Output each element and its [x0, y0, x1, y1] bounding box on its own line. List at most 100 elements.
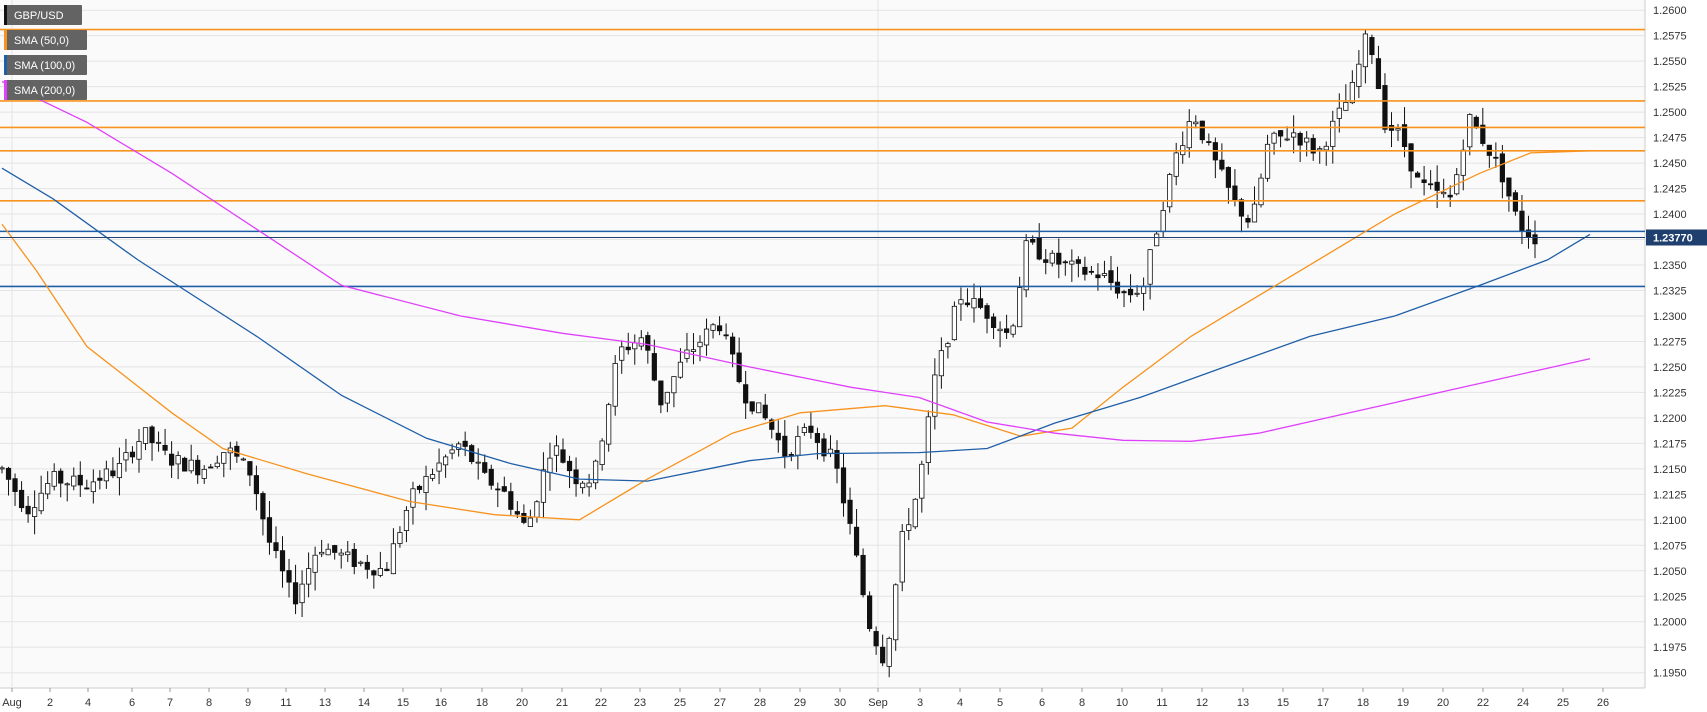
candle-body	[834, 450, 840, 469]
candle-body	[1356, 63, 1362, 87]
candle	[129, 446, 136, 464]
candle-body	[1036, 237, 1042, 260]
candle	[332, 544, 338, 560]
candle-body	[919, 463, 925, 499]
candle-body	[1101, 273, 1108, 276]
candle-body	[234, 445, 240, 457]
candle	[658, 380, 664, 414]
x-tick-label: 17	[1317, 697, 1329, 709]
candle-body	[912, 498, 918, 528]
x-tick-label: 7	[167, 697, 173, 709]
candle-body	[1206, 141, 1212, 143]
legend-swatch	[4, 5, 7, 25]
candle	[5, 466, 12, 496]
candle	[260, 491, 266, 536]
candle-body	[1512, 192, 1519, 212]
legend-text: SMA (200,0)	[14, 85, 75, 97]
x-tick-label: 5	[997, 697, 1003, 709]
candle-body	[364, 561, 370, 570]
candle-body	[286, 570, 292, 583]
candle-body	[814, 432, 821, 443]
candle	[586, 473, 592, 497]
candle-body	[599, 440, 605, 465]
candle	[416, 484, 423, 494]
candle-body	[1428, 183, 1434, 186]
candle	[488, 464, 494, 490]
x-tick-label: 11	[280, 697, 291, 709]
candle-body	[853, 526, 860, 556]
candle-body	[1480, 124, 1486, 144]
sma-line-1	[1, 167, 1591, 482]
candle	[162, 428, 168, 456]
candle-body	[305, 568, 312, 585]
candle	[1049, 250, 1055, 267]
candle-body	[338, 552, 344, 556]
x-tick-label: 4	[85, 697, 91, 709]
candle	[45, 471, 51, 500]
candle-body	[808, 425, 814, 433]
candle-body	[149, 426, 155, 444]
candle-body	[1297, 133, 1303, 146]
candle-body	[1056, 252, 1062, 265]
candle-body	[1186, 121, 1192, 149]
candle-body	[619, 346, 625, 361]
candle-body	[1473, 116, 1479, 129]
candle	[25, 496, 31, 523]
candle	[58, 468, 64, 498]
candle-body	[1023, 240, 1029, 291]
candle-body	[1075, 259, 1081, 264]
candle	[97, 470, 103, 490]
candle	[1004, 314, 1010, 339]
candle-body	[1147, 249, 1153, 285]
x-tick-label: 20	[1437, 697, 1449, 709]
legend-text: GBP/USD	[14, 10, 64, 22]
candle-body	[1082, 266, 1088, 275]
candle	[1382, 73, 1388, 134]
candle-body	[240, 458, 246, 461]
candle-body	[64, 483, 70, 486]
candle	[436, 448, 442, 485]
candle-body	[299, 583, 305, 604]
x-tick-label: 11	[1156, 697, 1167, 709]
candle-body	[77, 474, 83, 486]
candle-body	[821, 438, 827, 457]
candle-body	[964, 302, 971, 306]
candle-body	[390, 543, 397, 575]
x-tick-label: 6	[1039, 697, 1045, 709]
candle-body	[1173, 152, 1179, 177]
y-tick-label: 1.2525	[1653, 82, 1687, 94]
candle	[573, 457, 579, 497]
candle-body	[1499, 153, 1505, 183]
candle-body	[1375, 58, 1382, 90]
candle	[886, 636, 892, 678]
candle	[984, 303, 990, 334]
candle-body	[840, 467, 847, 504]
candle-body	[1336, 107, 1342, 119]
y-tick-label: 1.2075	[1653, 540, 1687, 552]
candle-body	[1349, 82, 1355, 104]
x-tick-label: 19	[1397, 697, 1409, 709]
x-tick-label: 6	[129, 697, 135, 709]
candle	[867, 591, 873, 632]
candle	[762, 393, 768, 421]
candle	[18, 481, 25, 512]
x-tick-label: 30	[834, 697, 846, 709]
y-tick-label: 1.2550	[1653, 56, 1687, 68]
candle	[253, 465, 260, 511]
candle-body	[977, 298, 984, 308]
candle-body	[560, 449, 566, 463]
candle-body	[410, 488, 416, 508]
candle-body	[938, 350, 944, 377]
candle	[971, 283, 977, 323]
candle	[1062, 259, 1068, 276]
candle	[1075, 256, 1081, 278]
candle-body	[782, 435, 788, 457]
candle-body	[436, 462, 442, 472]
y-tick-label: 1.2475	[1653, 133, 1687, 145]
candle	[508, 482, 514, 516]
current-price-tag	[1646, 229, 1707, 246]
candle-body	[625, 346, 631, 351]
candle	[1199, 120, 1205, 144]
candle-body	[1447, 194, 1453, 198]
